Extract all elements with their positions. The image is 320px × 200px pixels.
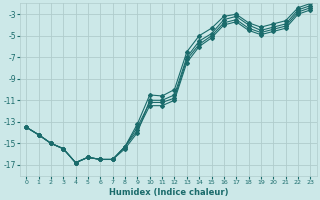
X-axis label: Humidex (Indice chaleur): Humidex (Indice chaleur) xyxy=(108,188,228,197)
